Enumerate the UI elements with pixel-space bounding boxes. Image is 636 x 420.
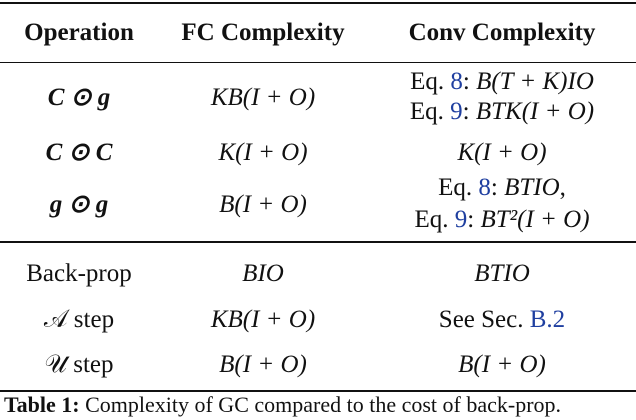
conv-line: Eq. 8: B(T + K)IO: [368, 67, 636, 97]
text: :: [467, 206, 481, 233]
section-rule: [0, 241, 636, 243]
conv-line: Eq. 9: BTK(I + O): [368, 97, 636, 127]
caption: Table 1: Complexity of GC compared to th…: [4, 392, 561, 418]
caption-text: Complexity of GC compared to the cost of…: [85, 392, 562, 417]
fc-complexity: KB(I + O): [210, 84, 316, 111]
conv-line: Eq. 8: BTIO,: [368, 173, 636, 203]
header-cell: Operation: [24, 19, 134, 46]
header-cell: FC Complexity: [181, 19, 345, 46]
text: :: [462, 68, 477, 95]
fc-complexity: BIO: [242, 260, 284, 287]
operation: 𝒰 step: [44, 351, 114, 378]
math: B(T + K)IO: [476, 68, 594, 95]
text: Eq.: [409, 98, 451, 125]
ref-link[interactable]: 9: [450, 98, 463, 125]
operation: C ⊙ C: [45, 139, 113, 166]
text: Eq.: [438, 174, 479, 201]
header-cell: Conv Complexity: [408, 19, 596, 46]
conv-complexity: See Sec. B.2: [368, 305, 636, 335]
text: :: [462, 98, 476, 125]
operation: g ⊙ g: [49, 191, 109, 218]
operation: C ⊙ g: [47, 84, 111, 111]
text: Eq.: [410, 68, 451, 95]
ref-link[interactable]: 8: [450, 68, 463, 95]
ref-link[interactable]: 8: [478, 174, 491, 201]
header-rule: [0, 62, 636, 63]
math: BTIO: [504, 174, 560, 201]
text: See Sec.: [438, 306, 530, 333]
fc-complexity: B(I + O): [219, 351, 307, 378]
top-rule: [0, 2, 636, 4]
text: :: [490, 174, 505, 201]
fc-complexity: KB(I + O): [210, 306, 316, 333]
text: ,: [559, 174, 566, 201]
fc-complexity: B(I + O): [219, 191, 307, 218]
operation: Back-prop: [26, 260, 132, 287]
conv-line: Eq. 9: BT²(I + O): [368, 205, 636, 235]
bottom-rule: [0, 390, 636, 392]
caption-label: Table 1:: [4, 392, 80, 417]
ref-link[interactable]: B.2: [529, 306, 566, 333]
conv-complexity: K(I + O): [457, 139, 547, 166]
conv-complexity: B(I + O): [458, 351, 546, 378]
conv-complexity: BTIO: [474, 260, 530, 287]
fc-complexity: K(I + O): [218, 139, 308, 166]
text: Eq.: [414, 206, 455, 233]
ref-link[interactable]: 9: [454, 206, 468, 233]
math: BTK(I + O): [475, 98, 595, 125]
operation: 𝒜 step: [43, 306, 115, 333]
math: BT²(I + O): [480, 206, 590, 233]
